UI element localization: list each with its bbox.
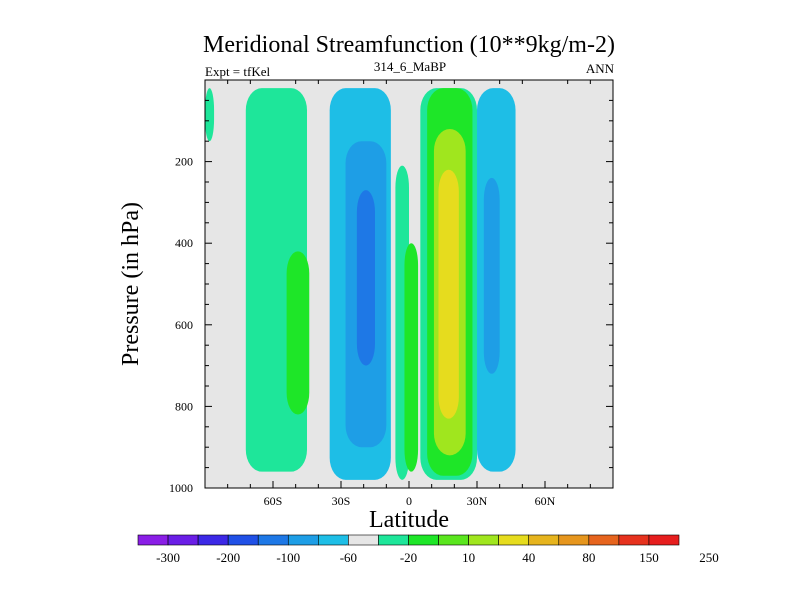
x-tick-label: 0 [406, 494, 412, 508]
colorbar-swatch [468, 534, 499, 546]
colorbar-swatch [227, 534, 259, 546]
colorbar-label: -300 [156, 550, 180, 565]
contour-region-2 [286, 251, 310, 415]
x-tick-label: 30S [332, 494, 351, 508]
colorbar-swatch [167, 534, 199, 546]
contour-regions [205, 88, 516, 480]
x-tick-label: 30N [467, 494, 488, 508]
x-tick-label: 60S [264, 494, 283, 508]
colorbar-swatch [137, 534, 169, 546]
colorbar [137, 534, 680, 546]
plot-area [204, 79, 614, 489]
colorbar-labels: -300 -200 -100 -60 -20 10 40 80 150 250 [156, 550, 719, 565]
minor-ticks [205, 80, 613, 488]
colorbar-label: 150 [639, 550, 659, 565]
contour-region-11 [438, 169, 459, 419]
colorbar-swatch [558, 534, 590, 546]
colorbar-label: -60 [340, 550, 357, 565]
colorbar-label: 250 [699, 550, 719, 565]
contour-region-7 [404, 243, 419, 472]
colorbar-swatch [408, 534, 439, 546]
season-label: ANN [586, 61, 615, 76]
colorbar-swatch [528, 534, 560, 546]
y-tick-label: 400 [175, 236, 193, 250]
colorbar-swatch [498, 534, 530, 546]
y-tick-label: 200 [175, 155, 193, 169]
colorbar-label: 10 [462, 550, 475, 565]
colorbar-label: 80 [582, 550, 595, 565]
colorbar-swatch [588, 534, 620, 546]
colorbar-swatch [648, 534, 680, 546]
experiment-label: Expt = tfKel [205, 64, 270, 79]
colorbar-label: -200 [216, 550, 240, 565]
y-tick-label: 1000 [169, 481, 193, 495]
colorbar-swatch [378, 534, 409, 546]
chart-title: Meridional Streamfunction (10**9kg/m-2) [203, 32, 615, 58]
y-tick-label: 800 [175, 399, 193, 413]
colorbar-label: -20 [400, 550, 417, 565]
colorbar-swatch [618, 534, 650, 546]
colorbar-label: -100 [276, 550, 300, 565]
contour-region-13 [483, 177, 500, 374]
colorbar-swatch [438, 534, 469, 546]
period-label: 314_6_MaBP [374, 59, 446, 74]
colorbar-swatch [287, 534, 319, 546]
x-axis-label: Latitude [369, 507, 449, 533]
colorbar-swatch [257, 534, 289, 546]
contour-region-5 [356, 190, 375, 366]
y-axis: 200 400 600 800 1000 [169, 155, 613, 495]
y-axis-label: Pressure (in hPa) [118, 202, 144, 366]
colorbar-swatch [197, 534, 229, 546]
colorbar-swatch [318, 534, 349, 546]
contour-region-0 [205, 88, 215, 142]
x-axis: 60S 30S 0 30N 60N [264, 481, 556, 508]
x-tick-label: 60N [535, 494, 556, 508]
colorbar-label: 40 [522, 550, 535, 565]
y-tick-label: 600 [175, 318, 193, 332]
colorbar-swatch [348, 534, 379, 546]
